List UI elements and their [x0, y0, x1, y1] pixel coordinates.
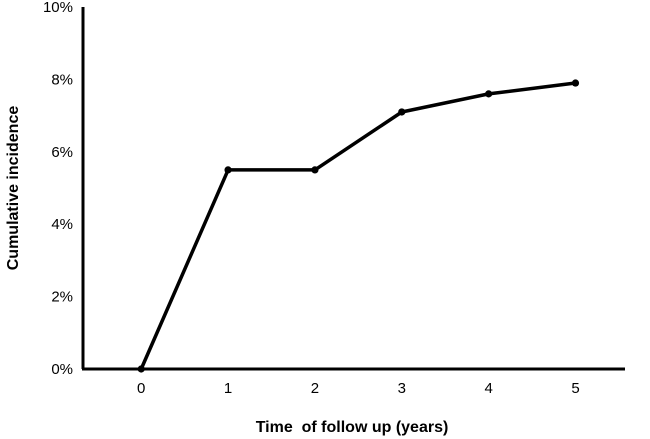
x-tick-label: 1 — [224, 380, 232, 397]
x-tick-labels: 0 1 2 3 4 5 — [137, 380, 580, 397]
data-point — [485, 90, 493, 98]
x-tick-label: 4 — [484, 380, 492, 397]
data-point — [311, 166, 319, 174]
y-tick-label: 8% — [51, 71, 73, 88]
y-tick-labels: 0% 2% 4% 6% 8% 10% — [43, 0, 73, 378]
y-tick-label: 0% — [51, 361, 73, 378]
series-line — [139, 81, 578, 371]
x-tick-label: 0 — [137, 380, 145, 397]
y-axis-title: Cumulative incidence — [5, 106, 22, 271]
y-tick-label: 4% — [51, 216, 73, 233]
data-point — [137, 365, 145, 373]
y-tick-label: 6% — [51, 144, 73, 161]
x-tick-label: 2 — [311, 380, 319, 397]
x-tick-label: 5 — [571, 380, 579, 397]
series-layer — [137, 79, 580, 373]
data-point — [398, 108, 406, 116]
y-tick-label: 2% — [51, 289, 73, 306]
y-tick-label: 10% — [43, 0, 73, 16]
x-tick-label: 3 — [398, 380, 406, 397]
axes — [81, 7, 625, 371]
data-point — [224, 166, 232, 174]
data-point — [571, 79, 580, 87]
x-axis-title: Time of follow up (years) — [256, 419, 449, 436]
